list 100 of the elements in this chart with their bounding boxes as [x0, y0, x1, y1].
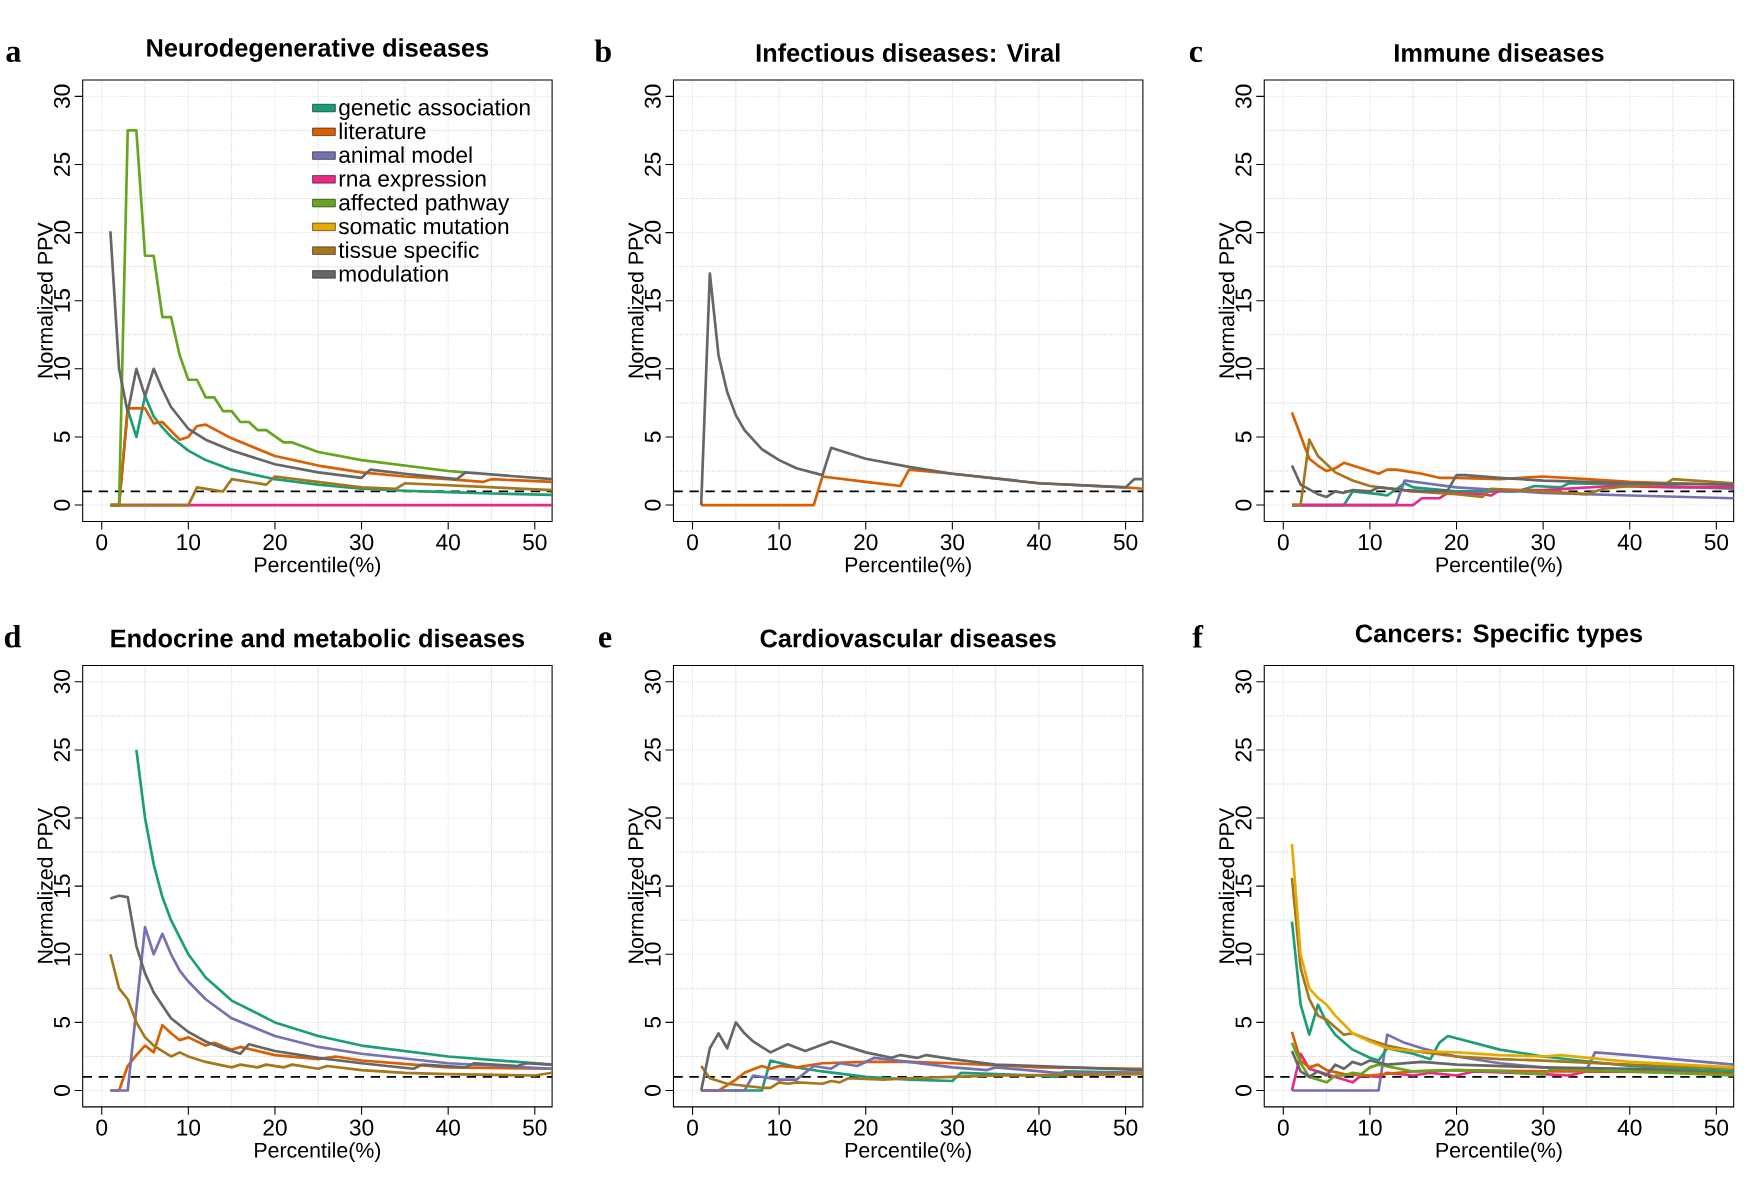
x-tick-label: 50: [1704, 534, 1729, 551]
x-tick-label: 20: [263, 534, 287, 551]
x-tick-label: 40: [436, 1119, 460, 1136]
y-tick-label: 10: [644, 942, 661, 966]
x-tick-label: 30: [940, 534, 965, 551]
x-tick-label: 50: [1113, 534, 1138, 551]
y-tick-label: 25: [1235, 738, 1252, 762]
y-tick-label: 0: [1235, 1085, 1252, 1097]
y-tick-label: 10: [53, 942, 70, 966]
x-tick-label: 0: [96, 534, 108, 551]
x-axis-title: Percentile(%): [255, 1142, 381, 1163]
chart-title: Endocrine and metabolic diseases: [111, 629, 525, 648]
y-tick-label: 15: [644, 874, 661, 898]
y-tick-label: 0: [53, 1085, 70, 1097]
y-tick-label: 15: [644, 289, 661, 312]
y-tick-label: 5: [54, 431, 70, 443]
x-tick-label: 30: [1531, 1119, 1555, 1136]
chart-title: Infectious diseases: Viral: [756, 43, 1060, 63]
legend-label: literature: [339, 122, 426, 140]
x-tick-label: 20: [854, 534, 878, 551]
y-axis-title: Normalized PPV: [1218, 222, 1235, 378]
y-axis-title: Normalized PPV: [37, 808, 53, 963]
chart-title: Cancers: Specific types: [1355, 624, 1642, 648]
y-tick-label: 0: [644, 1085, 661, 1097]
y-tick-label: 25: [1235, 153, 1252, 177]
text: b: [594, 39, 611, 63]
x-tick-label: 0: [687, 1119, 698, 1136]
text: d: [4, 625, 22, 648]
y-tick-label: 30: [1235, 84, 1252, 109]
y-tick-label: 20: [53, 806, 70, 830]
text: a: [6, 46, 21, 63]
y-tick-label: 10: [1235, 942, 1252, 966]
y-tick-label: 25: [53, 738, 70, 762]
legend-label: genetic association: [339, 99, 530, 121]
text: f: [1192, 625, 1204, 648]
y-tick-label: 5: [644, 431, 661, 443]
y-tick-label: 5: [1235, 431, 1252, 443]
y-tick-label: 5: [644, 1017, 661, 1029]
x-tick-label: 30: [349, 1119, 374, 1136]
x-tick-label: 10: [1359, 1119, 1382, 1136]
text: c: [1189, 46, 1203, 63]
legend-label: modulation: [339, 265, 448, 283]
y-axis-title: Normalized PPV: [627, 808, 644, 963]
x-tick-label: 50: [1113, 1119, 1138, 1136]
legend-label: somatic mutation: [338, 217, 509, 235]
x-axis-title: Percentile(%): [255, 556, 381, 577]
chart-title: Cardiovascular diseases: [760, 629, 1056, 648]
y-tick-label: 15: [1235, 289, 1252, 312]
x-tick-label: 50: [1704, 1119, 1729, 1136]
y-tick-label: 30: [1235, 670, 1252, 694]
x-tick-label: 40: [1026, 1119, 1051, 1136]
y-axis-title: Normalized PPV: [627, 222, 644, 378]
y-tick-label: 30: [644, 670, 661, 694]
y-axis-title: Normalized PPV: [1218, 808, 1235, 963]
x-tick-label: 40: [1617, 1119, 1642, 1136]
x-tick-label: 20: [1445, 534, 1469, 551]
y-tick-label: 20: [1235, 806, 1252, 830]
x-axis-title: Percentile(%): [1436, 1142, 1562, 1163]
text: e: [599, 632, 612, 648]
x-axis-title: Percentile(%): [845, 556, 971, 577]
y-tick-label: 20: [644, 806, 661, 830]
y-tick-label: 0: [53, 499, 70, 511]
x-tick-label: 10: [768, 534, 791, 551]
y-tick-label: 15: [54, 289, 70, 312]
x-tick-label: 40: [436, 534, 460, 551]
x-tick-label: 10: [177, 534, 201, 551]
legend-label: tissue specific: [338, 241, 479, 263]
x-tick-label: 0: [687, 534, 698, 551]
y-tick-label: 30: [644, 84, 661, 109]
x-tick-label: 0: [96, 1119, 108, 1136]
y-tick-label: 25: [644, 738, 661, 762]
x-tick-label: 40: [1026, 534, 1051, 551]
x-tick-label: 20: [854, 1119, 878, 1136]
x-tick-label: 30: [940, 1119, 965, 1136]
chart-title: Neurodegenerative diseases: [147, 38, 489, 63]
x-tick-label: 20: [263, 1119, 287, 1136]
x-tick-label: 0: [1277, 1119, 1289, 1136]
y-tick-label: 15: [1235, 874, 1252, 898]
y-tick-label: 10: [53, 357, 70, 380]
x-axis-title: Percentile(%): [1436, 556, 1562, 577]
y-tick-label: 5: [54, 1017, 70, 1029]
y-tick-label: 15: [54, 874, 70, 898]
y-tick-label: 25: [644, 153, 661, 177]
y-axis-title: Normalized PPV: [37, 222, 53, 378]
x-tick-label: 0: [1277, 534, 1289, 551]
chart-title: Immune diseases: [1395, 43, 1604, 63]
y-tick-label: 20: [644, 221, 661, 245]
y-tick-label: 10: [1235, 357, 1252, 380]
x-tick-label: 40: [1617, 534, 1642, 551]
y-tick-label: 30: [53, 670, 70, 694]
y-tick-label: 10: [644, 357, 661, 380]
y-tick-label: 30: [53, 84, 70, 109]
x-tick-label: 30: [1531, 534, 1555, 551]
x-tick-label: 50: [523, 1119, 547, 1136]
y-tick-label: 0: [1235, 499, 1252, 511]
y-tick-label: 25: [53, 153, 70, 177]
y-tick-label: 5: [1235, 1017, 1252, 1029]
x-tick-label: 20: [1445, 1119, 1469, 1136]
x-tick-label: 30: [349, 534, 374, 551]
x-axis-title: Percentile(%): [845, 1142, 971, 1163]
